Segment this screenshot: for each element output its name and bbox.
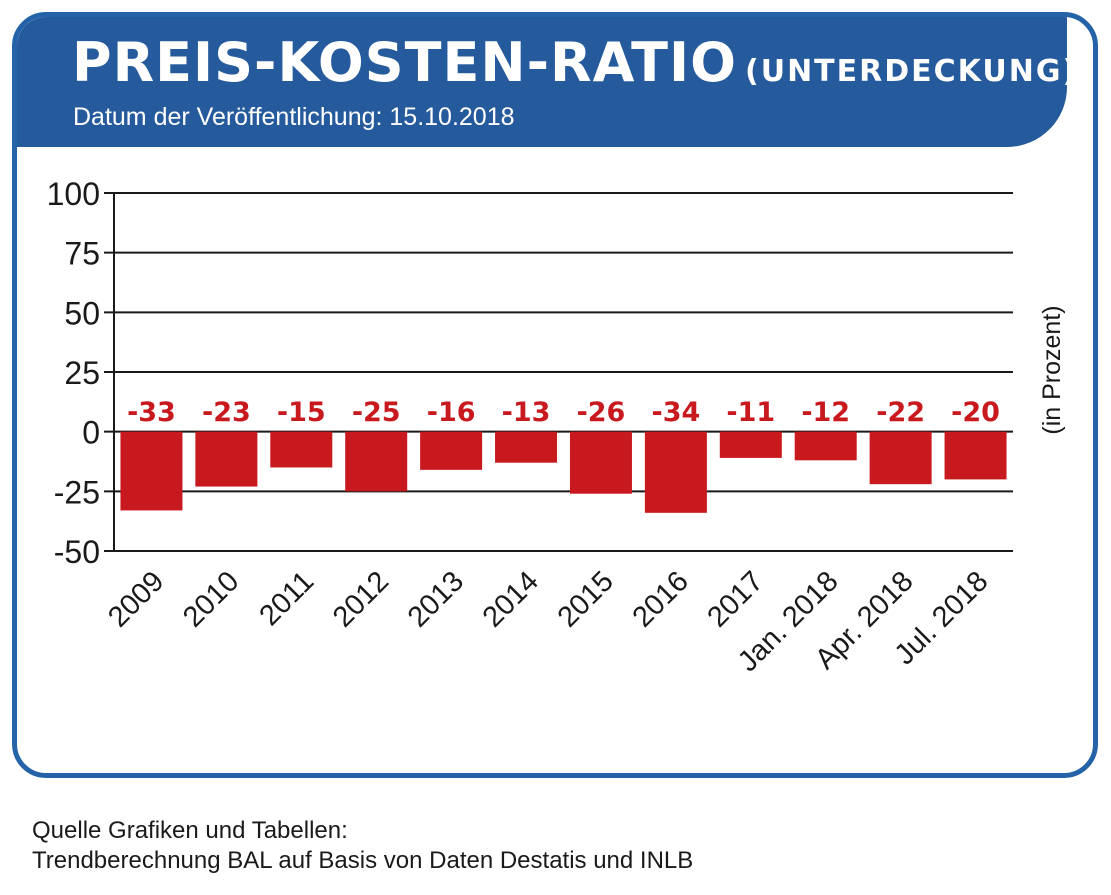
bar <box>569 431 632 494</box>
y-tick-label: 0 <box>82 415 100 451</box>
bar <box>345 431 408 492</box>
bar <box>420 431 483 470</box>
y-tick-label: -25 <box>54 474 100 510</box>
chart-title-suffix: (UNTERDECKUNG) <box>745 54 1079 89</box>
y-tick-label: 100 <box>47 176 100 212</box>
gridlines <box>104 192 1013 552</box>
y-tick-label: 50 <box>64 295 100 331</box>
source-line-1: Quelle Grafiken und Tabellen: <box>32 817 348 844</box>
x-tick-label: 2011 <box>254 565 321 632</box>
header-banner: PREIS-KOSTEN-RATIO (UNTERDECKUNG) Datum d… <box>17 17 1076 147</box>
bar <box>869 431 932 485</box>
data-label: -34 <box>651 397 700 428</box>
x-tick-label: 2012 <box>327 565 395 633</box>
bar <box>270 431 333 468</box>
data-label: -20 <box>951 397 1000 428</box>
y-tick-label: 75 <box>64 236 100 272</box>
bar <box>944 431 1007 480</box>
bar <box>120 431 183 511</box>
data-label: -11 <box>726 397 775 428</box>
y-tick-label: -50 <box>54 534 100 570</box>
bar <box>719 431 782 458</box>
y-axis-title: (in Prozent) <box>1038 305 1066 434</box>
bar <box>794 431 857 461</box>
x-tick-label: 2009 <box>102 565 170 633</box>
publication-date: Datum der Veröffentlichung: 15.10.2018 <box>73 103 515 131</box>
y-axis: 100 75 50 25 0 -25 -50 <box>47 176 115 570</box>
chart-title-main: PREIS-KOSTEN-RATIO <box>72 31 737 94</box>
data-label: -15 <box>277 397 326 428</box>
data-label: -23 <box>202 397 251 428</box>
x-tick-label: 2013 <box>402 565 470 633</box>
source-note: Quelle Grafiken und Tabellen: Trendberec… <box>32 816 693 876</box>
data-label: -22 <box>876 397 925 428</box>
data-label: -12 <box>801 397 850 428</box>
data-label: -16 <box>427 397 476 428</box>
bar <box>195 431 258 487</box>
x-tick-label: 2014 <box>477 565 545 633</box>
bar <box>495 431 558 463</box>
chart-card: PREIS-KOSTEN-RATIO (UNTERDECKUNG) Datum d… <box>12 12 1098 778</box>
bar <box>644 431 707 513</box>
x-tick-label: 2016 <box>627 565 695 633</box>
data-label: -33 <box>127 397 176 428</box>
data-label: -25 <box>352 397 401 428</box>
x-tick-label: 2017 <box>701 565 769 633</box>
x-tick-label: 2015 <box>552 565 620 633</box>
data-labels: -33 -23 -15 -25 -16 -13 -26 -34 -11 -12 -22 -20 <box>127 397 1000 428</box>
y-tick-label: 25 <box>64 355 100 391</box>
x-axis-labels: 2009 2010 2011 2012 2013 2014 2015 2016 2017Jan.… <box>102 565 994 678</box>
bars <box>120 431 1007 513</box>
source-line-2: Trendberechnung BAL auf Basis von Daten … <box>32 847 694 874</box>
chart-title: PREIS-KOSTEN-RATIO (UNTERDECKUNG) <box>72 31 1078 104</box>
data-label: -26 <box>577 397 626 428</box>
data-label: -13 <box>502 397 551 428</box>
x-tick-label: 2010 <box>177 565 245 633</box>
